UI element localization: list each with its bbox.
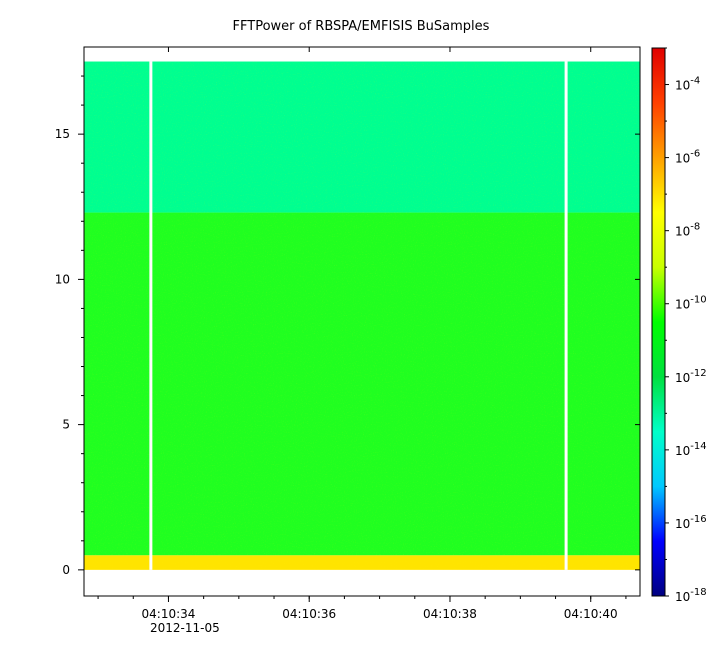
colorbar-label-6: 10-16 [675,514,707,531]
data-gap-0 [149,61,153,570]
chart-title: FFTPower of RBSPA/EMFISIS BuSamples [233,19,490,34]
x-tick-label-2: 04:10:38 [423,607,477,621]
y-tick-label-3: 15 [55,127,70,141]
colorbar-strip [651,47,666,597]
colorbar: 10-4 10-6 10-8 10-10 10-12 10-14 10-16 10-18 [651,47,707,604]
x-tick-label-3: 04:10:40 [564,607,618,621]
data-gap-1 [564,61,568,570]
y-tick-label-1: 5 [62,418,70,432]
colorbar-label-0: 10-4 [675,76,700,93]
colorbar-label-1: 10-6 [675,149,700,166]
colorbar-label-3: 10-10 [675,295,707,312]
colorbar-label-7: 10-18 [675,587,707,604]
colorbar-label-2: 10-8 [675,222,700,239]
x-tick-label-0: 04:10:34 [142,607,196,621]
colorbar-label-5: 10-14 [675,441,707,458]
y-tick-label-2: 10 [55,272,70,286]
y-tick-label-0: 0 [62,563,70,577]
x-tick-label-1: 04:10:36 [282,607,336,621]
plot-area: 0 5 10 15 04:10:34 04:10:36 04:10:38 04:10:40 [55,46,641,621]
date-label: 2012-11-05 [150,621,220,635]
plot-frame [83,46,641,597]
spectrogram-texture [84,61,640,570]
colorbar-label-4: 10-12 [675,368,707,385]
